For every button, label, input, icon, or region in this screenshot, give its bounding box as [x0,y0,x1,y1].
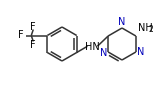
Text: F: F [31,22,36,32]
Text: NH: NH [138,23,153,33]
Text: N: N [137,47,144,57]
Text: N: N [100,48,107,58]
Text: F: F [31,40,36,49]
Text: HN: HN [85,42,100,52]
Text: 2: 2 [148,25,153,34]
Text: N: N [118,17,126,27]
Text: F: F [19,31,24,40]
